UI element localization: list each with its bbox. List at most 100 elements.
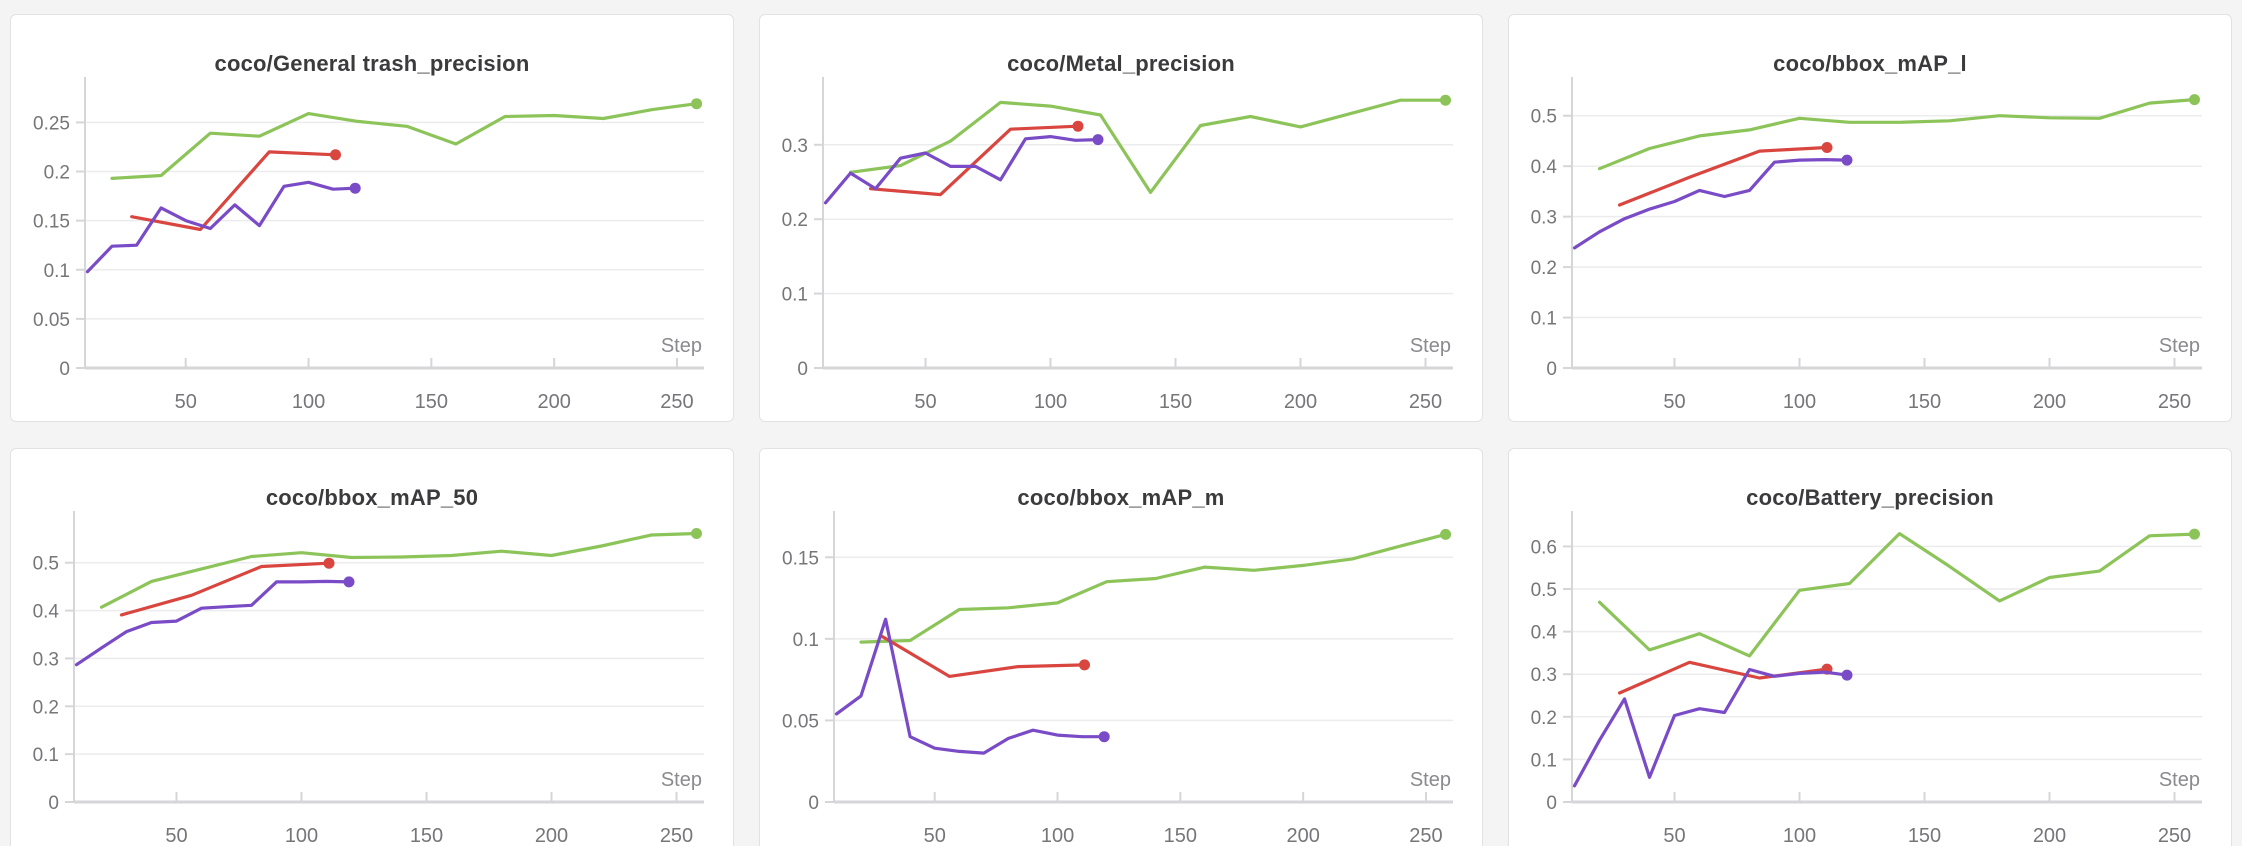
y-tick-label: 0.3 — [1531, 665, 1557, 686]
series-line-run-green[interactable] — [110, 102, 699, 180]
y-tick-label: 0.5 — [1531, 107, 1557, 128]
series-line-run-red[interactable] — [1617, 660, 1829, 695]
series-end-dot-run-green[interactable] — [2189, 528, 2200, 540]
series-end-dot-run-green[interactable] — [691, 528, 702, 539]
series-line-run-purple[interactable] — [1572, 158, 1849, 250]
x-tick-label: 100 — [285, 825, 318, 846]
series-end-dot-run-purple[interactable] — [349, 182, 361, 194]
series-line-run-purple[interactable] — [74, 579, 351, 667]
chart-title: coco/General trash_precision — [214, 51, 530, 76]
x-tick-label: 200 — [2033, 391, 2066, 413]
x-tick-label: 150 — [415, 391, 448, 413]
chart-panel-bbox-map-l: 0 0.1 0.2 0.3 0.4 0.5 50 100 150 200 250 Step coco/… — [1508, 14, 2232, 422]
x-axis-title: Step — [2159, 769, 2200, 791]
y-tick-label: 0.2 — [1531, 258, 1557, 279]
series-line-run-purple[interactable] — [834, 617, 1106, 755]
series-line-run-red[interactable] — [119, 561, 331, 617]
series-line-run-purple[interactable] — [85, 180, 357, 274]
x-axis-title: Step — [661, 769, 702, 791]
series-line-run-purple[interactable] — [823, 135, 1100, 205]
series-end-dot-run-red[interactable] — [1821, 142, 1833, 153]
y-tick-label: 0.1 — [44, 261, 70, 282]
x-tick-label: 200 — [1286, 825, 1319, 846]
series-end-dot-run-purple[interactable] — [1098, 731, 1110, 743]
y-tick-label: 0.2 — [1531, 708, 1557, 729]
series-end-dot-run-purple[interactable] — [343, 576, 355, 588]
series-end-dot-run-red[interactable] — [330, 149, 341, 161]
series-line-run-red[interactable] — [130, 150, 338, 232]
x-axis-title: Step — [661, 335, 702, 357]
chart-plot: 0 0.1 0.2 0.3 0.4 0.5 50 100 150 200 250 Step — [1531, 77, 2202, 413]
y-tick-label: 0.2 — [33, 697, 59, 718]
chart-panel-general-trash-precision: 0 0.05 0.1 0.15 0.2 0.25 50 100 150 200 250 Step co… — [10, 14, 734, 422]
y-tick-label: 0.1 — [782, 285, 808, 306]
x-axis-title: Step — [1410, 769, 1451, 791]
series-end-dot-run-green[interactable] — [691, 98, 703, 110]
x-tick-label: 50 — [165, 825, 187, 846]
y-tick-label: 0.3 — [1531, 208, 1557, 229]
series-line-run-green[interactable] — [1597, 98, 2197, 171]
chart-title: coco/bbox_mAP_l — [1773, 51, 1967, 76]
x-tick-label: 50 — [1663, 825, 1685, 846]
series-line-run-green[interactable] — [859, 532, 1448, 644]
y-tick-label: 0 — [808, 793, 819, 814]
x-tick-label: 100 — [292, 391, 325, 413]
y-tick-label: 0.15 — [33, 212, 70, 233]
series-end-dot-run-red[interactable] — [323, 557, 335, 569]
y-tick-label: 0.6 — [1531, 537, 1557, 558]
y-tick-label: 0.3 — [782, 136, 808, 157]
x-tick-label: 250 — [660, 391, 693, 413]
x-tick-label: 250 — [660, 825, 693, 846]
y-tick-label: 0 — [797, 359, 808, 380]
series-line-run-red[interactable] — [1617, 145, 1829, 207]
series-line-run-green[interactable] — [1597, 532, 2197, 658]
chart-panel-metal-precision: 0 0.1 0.2 0.3 50 100 150 200 250 Step coco/Metal_… — [759, 14, 1483, 422]
y-tick-label: 0.1 — [793, 630, 819, 651]
series-end-dot-run-purple[interactable] — [1841, 154, 1853, 166]
x-tick-label: 100 — [1783, 391, 1816, 413]
y-tick-label: 0.4 — [33, 602, 60, 623]
series-line-run-green[interactable] — [848, 98, 1448, 194]
series-end-dot-run-purple[interactable] — [1092, 134, 1104, 146]
series-line-run-red[interactable] — [868, 124, 1080, 197]
y-tick-label: 0 — [1546, 359, 1557, 380]
x-tick-label: 100 — [1034, 391, 1067, 413]
y-tick-label: 0.05 — [782, 711, 819, 732]
y-tick-label: 0 — [48, 793, 59, 814]
chart-title: coco/bbox_mAP_m — [1017, 485, 1225, 510]
series-end-dot-run-green[interactable] — [1440, 94, 1451, 106]
x-tick-label: 100 — [1041, 825, 1074, 846]
chart-title: coco/bbox_mAP_50 — [265, 485, 479, 510]
x-tick-label: 250 — [2158, 391, 2191, 413]
y-tick-label: 0.15 — [782, 548, 819, 569]
y-tick-label: 0.25 — [33, 113, 70, 134]
series-line-run-purple[interactable] — [1572, 667, 1849, 788]
y-tick-label: 0.2 — [782, 210, 808, 231]
series-line-run-green[interactable] — [99, 531, 699, 609]
x-tick-label: 150 — [410, 825, 443, 846]
y-tick-label: 0 — [59, 359, 70, 380]
chart-panel-battery-precision: 0 0.1 0.2 0.3 0.4 0.5 0.6 50 100 150 200 250 Step co… — [1508, 448, 2232, 846]
y-tick-label: 0.4 — [1531, 157, 1558, 178]
y-tick-label: 0.4 — [1531, 623, 1558, 644]
x-tick-label: 150 — [1908, 391, 1941, 413]
chart-plot: 0 0.05 0.1 0.15 50 100 150 200 250 Step — [782, 511, 1453, 846]
series-line-run-red[interactable] — [879, 634, 1087, 678]
y-tick-label: 0.1 — [1531, 309, 1557, 330]
x-tick-label: 200 — [535, 825, 568, 846]
series-end-dot-run-green[interactable] — [1440, 528, 1452, 540]
y-tick-label: 0.5 — [1531, 580, 1557, 601]
x-axis-title: Step — [2159, 335, 2200, 357]
x-tick-label: 200 — [1284, 391, 1317, 413]
series-end-dot-run-purple[interactable] — [1841, 669, 1853, 681]
series-end-dot-run-green[interactable] — [2189, 94, 2200, 106]
chart-plot: 0 0.1 0.2 0.3 0.4 0.5 50 100 150 200 250 Step — [33, 511, 704, 846]
series-end-dot-run-red[interactable] — [1079, 659, 1090, 671]
x-tick-label: 50 — [924, 825, 946, 846]
chart-title: coco/Metal_precision — [1007, 51, 1235, 76]
series-end-dot-run-red[interactable] — [1072, 120, 1084, 132]
x-tick-label: 100 — [1783, 825, 1816, 846]
x-tick-label: 150 — [1908, 825, 1941, 846]
y-tick-label: 0.2 — [44, 163, 70, 184]
x-tick-label: 50 — [914, 391, 936, 413]
